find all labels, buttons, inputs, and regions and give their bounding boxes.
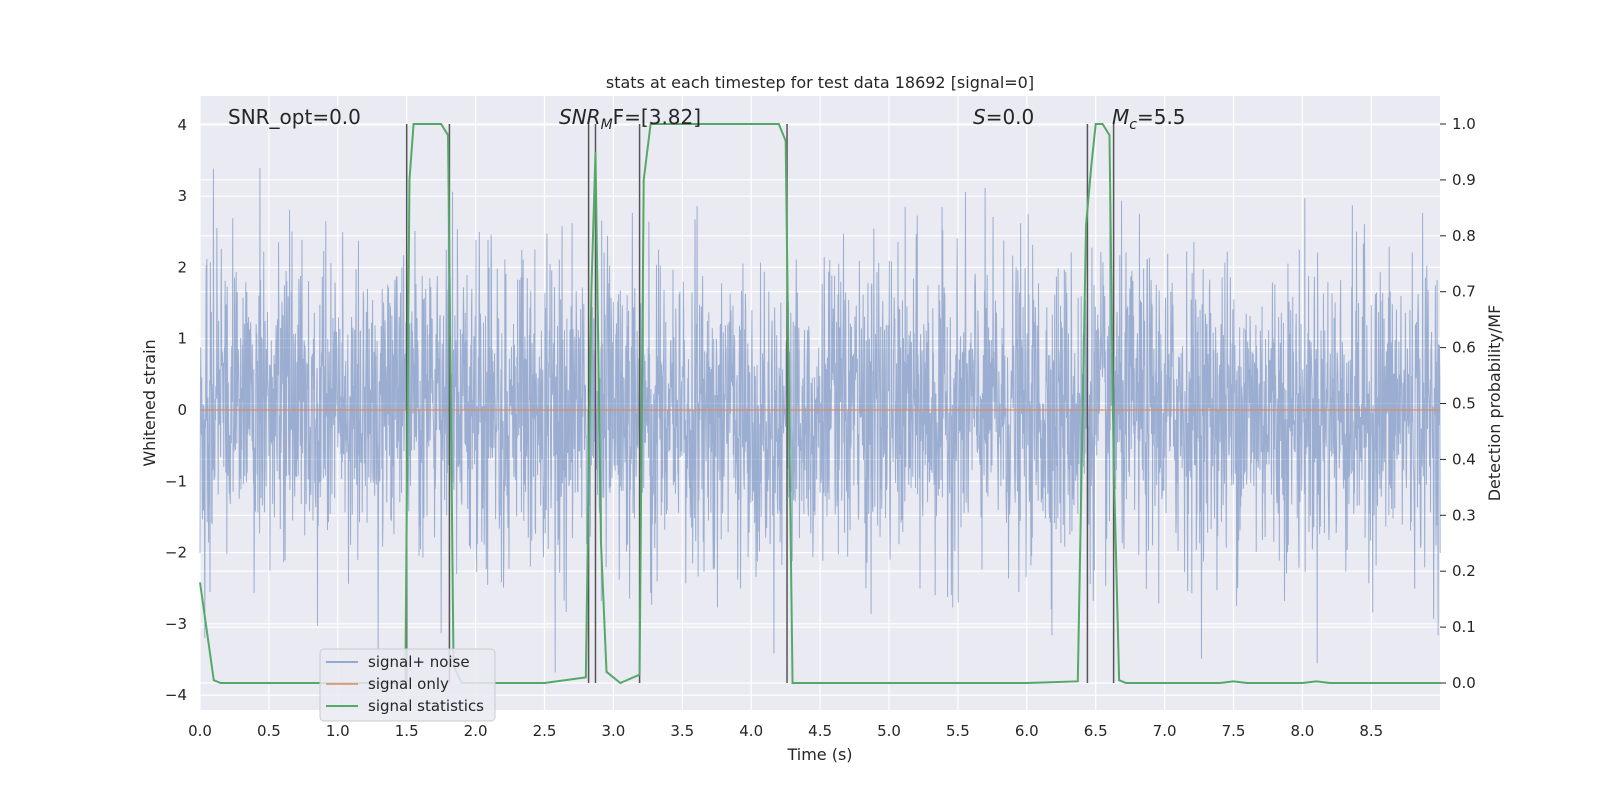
x-tick-label: 7.0 bbox=[1153, 722, 1177, 740]
annotation-snr-mf-sub: M bbox=[601, 117, 613, 133]
y-right-tick-label: 0.3 bbox=[1452, 506, 1476, 524]
legend-label-signal-statistics: signal statistics bbox=[368, 697, 484, 715]
series-signal-statistics bbox=[199, 123, 1441, 685]
y-right-tick-label: 0.2 bbox=[1452, 562, 1476, 580]
annotation-snr-opt: SNR_opt=0.0 bbox=[228, 105, 361, 129]
x-tick-label: 2.5 bbox=[533, 722, 557, 740]
y-tick-label: 1 bbox=[177, 330, 187, 348]
x-tick-label: 3.5 bbox=[670, 722, 694, 740]
legend-label-signal-noise: signal+ noise bbox=[368, 653, 470, 671]
annotation-snr-mf: SNRMF=[3.82] bbox=[559, 105, 701, 133]
x-tick-label: 0.5 bbox=[257, 722, 281, 740]
y-tick-label: −2 bbox=[165, 544, 187, 562]
y-tick-label: −3 bbox=[165, 615, 187, 633]
x-tick-label: 3.0 bbox=[601, 722, 625, 740]
annotation-mc: Mc=5.5 bbox=[1112, 105, 1186, 133]
chart-title: stats at each timestep for test data 186… bbox=[606, 73, 1034, 92]
x-tick-label: 8.0 bbox=[1290, 722, 1314, 740]
annotation-mc-sub: c bbox=[1129, 117, 1137, 133]
annotation-snr-mf-main: SNR bbox=[559, 105, 601, 129]
x-tick-label: 5.5 bbox=[946, 722, 970, 740]
annotation-s-rest: =0.0 bbox=[986, 105, 1035, 129]
y-right-tick-labels: 1.0 0.9 0.8 0.7 0.6 0.5 0.4 0.3 0.2 0.1 0.0 bbox=[1440, 115, 1476, 692]
annotation-s-italic: S bbox=[973, 105, 986, 129]
x-tick-label: 5.0 bbox=[877, 722, 901, 740]
y-tick-label: 2 bbox=[177, 258, 187, 276]
x-tick-label: 4.5 bbox=[808, 722, 832, 740]
x-tick-labels: 0.0 0.5 1.0 1.5 2.0 2.5 3.0 3.5 4.0 4.5 5.0 5.5 6.0 6… bbox=[188, 722, 1383, 740]
legend-box bbox=[319, 648, 496, 722]
y-tick-label: −1 bbox=[165, 472, 187, 490]
y-tick-label: 0 bbox=[177, 401, 187, 419]
annotation-s: S=0.0 bbox=[973, 105, 1034, 129]
annotation-mc-rest: =5.5 bbox=[1137, 105, 1186, 129]
x-axis-label: Time (s) bbox=[786, 745, 852, 764]
y-right-tick-label: 1.0 bbox=[1452, 115, 1476, 133]
y-right-tick-label: 0.0 bbox=[1452, 674, 1476, 692]
y-right-tick-label: 0.8 bbox=[1452, 227, 1476, 245]
y-right-tick-label: 0.5 bbox=[1452, 395, 1476, 413]
x-tick-label: 0.0 bbox=[188, 722, 212, 740]
y-right-tick-label: 0.4 bbox=[1452, 450, 1476, 468]
y-tick-label: 3 bbox=[177, 187, 187, 205]
x-tick-label: 6.0 bbox=[1015, 722, 1039, 740]
y-tick-labels: 4 3 2 1 0 −1 −2 −3 −4 bbox=[165, 116, 187, 704]
y-tick-label: 4 bbox=[177, 116, 187, 134]
y-right-tick-label: 0.9 bbox=[1452, 171, 1476, 189]
y-right-tick-label: 0.1 bbox=[1452, 618, 1476, 636]
annotation-mc-italic: M bbox=[1112, 105, 1129, 129]
y-tick-label: −4 bbox=[165, 686, 187, 704]
x-tick-label: 7.5 bbox=[1222, 722, 1246, 740]
x-tick-label: 1.5 bbox=[395, 722, 419, 740]
x-tick-label: 6.5 bbox=[1084, 722, 1108, 740]
y-right-tick-label: 0.6 bbox=[1452, 339, 1476, 357]
x-tick-label: 1.0 bbox=[326, 722, 350, 740]
legend-label-signal-only: signal only bbox=[368, 675, 449, 693]
x-tick-label: 8.5 bbox=[1359, 722, 1383, 740]
y-right-tick-label: 0.7 bbox=[1452, 283, 1476, 301]
y-axis-label: Whitened strain bbox=[140, 339, 159, 466]
x-tick-label: 2.0 bbox=[464, 722, 488, 740]
y-right-axis-label: Detection probability/MF bbox=[1485, 305, 1504, 502]
annotation-snr-mf-rest: F=[3.82] bbox=[613, 105, 701, 129]
legend: signal+ noise signal only signal statist… bbox=[319, 648, 496, 722]
x-tick-label: 4.0 bbox=[739, 722, 763, 740]
signal-statistics-line bbox=[199, 123, 1441, 685]
